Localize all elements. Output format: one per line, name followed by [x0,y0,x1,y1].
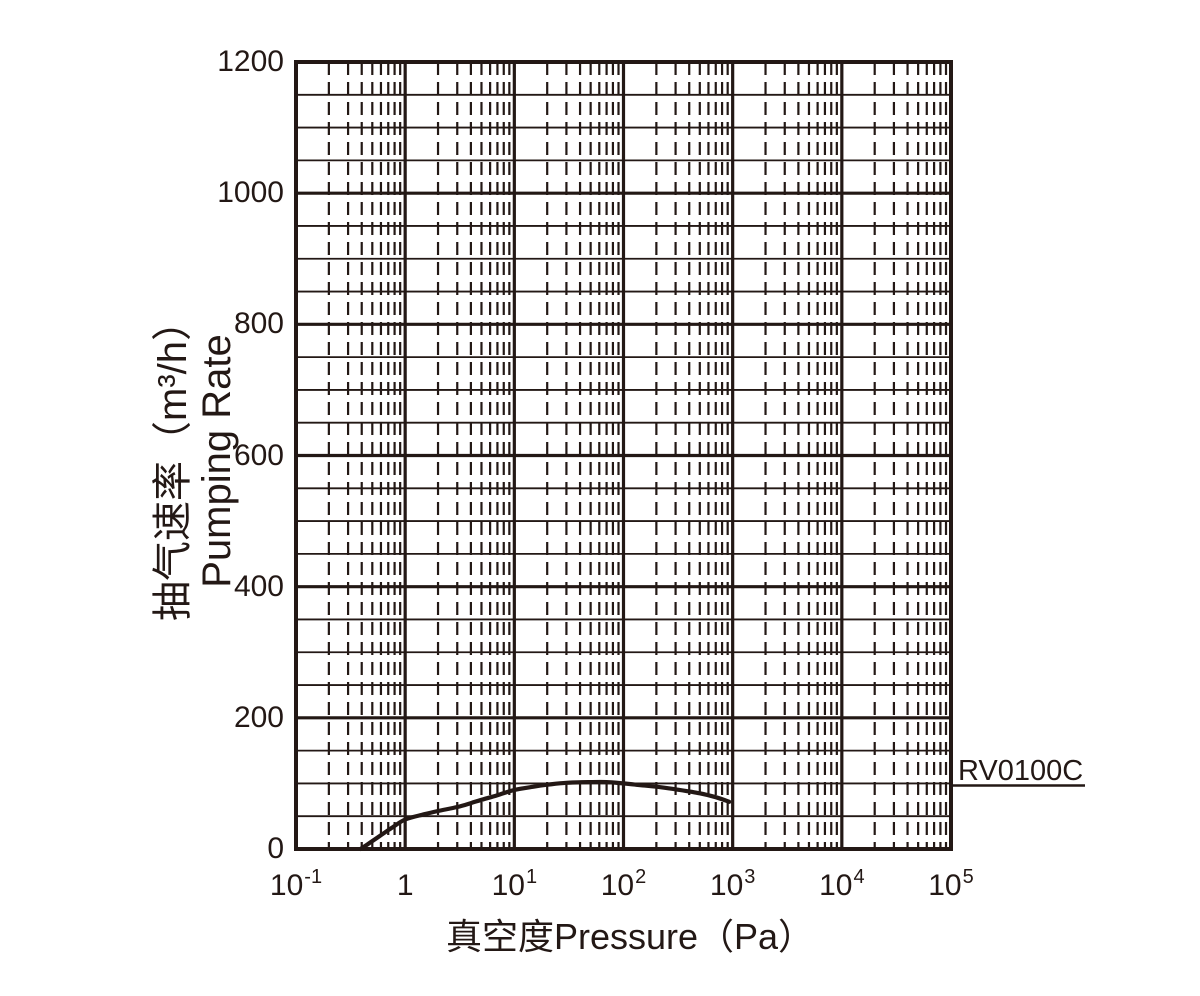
y-tick-label: 0 [267,832,284,865]
pumping-rate-curve [358,779,732,852]
x-tick-label: 10-1 [269,866,323,902]
y-tick-label: 600 [233,438,284,472]
series-label: RV0100C [958,755,1084,787]
x-tick-label: 101 [491,866,538,902]
y-tick-label: 800 [233,307,284,341]
y-tick-label: 400 [233,569,284,603]
x-axis-title: 真空度Pressure（Pa） [445,916,815,957]
x-tick-label: 103 [709,866,756,902]
x-tick-label: 102 [600,866,647,902]
y-tick-label: 200 [233,700,284,734]
plot-border [294,60,953,851]
x-tick-label: 105 [928,866,974,902]
x-tick-label: 104 [819,866,865,902]
y-tick-label: 1200 [217,45,284,78]
y-tick-label: 1000 [217,176,284,210]
x-tick-label: 1 [396,869,414,902]
